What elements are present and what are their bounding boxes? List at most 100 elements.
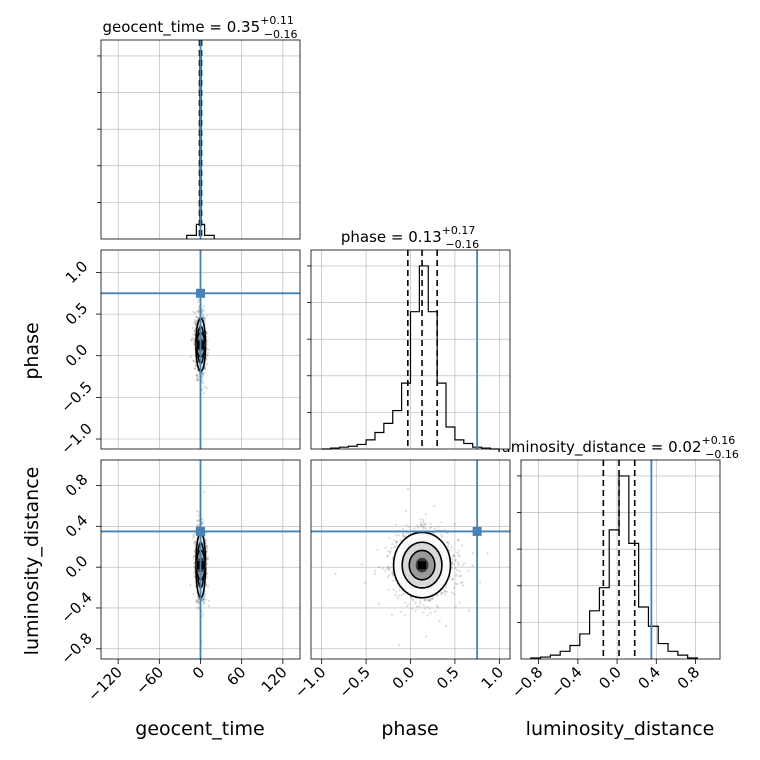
- scatter-luminosity-distance-vs-phase-point: [395, 534, 398, 537]
- scatter-luminosity-distance-vs-phase-point: [402, 533, 405, 536]
- scatter-phase-vs-geocent-time-point: [201, 375, 204, 378]
- scatter-phase-vs-geocent-time-point: [194, 367, 197, 370]
- scatter-luminosity-distance-vs-geocent-time-point: [205, 544, 208, 547]
- scatter-luminosity-distance-vs-phase-point: [416, 525, 419, 528]
- scatter-luminosity-distance-vs-geocent-time-point: [196, 600, 200, 603]
- scatter-phase-vs-geocent-time-point: [193, 367, 197, 370]
- scatter-phase-vs-geocent-time-point: [205, 331, 209, 334]
- scatter-luminosity-distance-vs-phase-point: [405, 524, 408, 527]
- scatter-luminosity-distance-vs-geocent-time-point: [195, 600, 198, 604]
- scatter-luminosity-distance-vs-phase-point: [417, 526, 420, 529]
- scatter-luminosity-distance-vs-phase-point: [451, 591, 454, 594]
- scatter-luminosity-distance-vs-geocent-time-point: [205, 546, 208, 549]
- scatter-phase-vs-geocent-time-point: [201, 374, 205, 377]
- scatter-luminosity-distance-vs-phase-point: [419, 523, 423, 526]
- scatter-phase-vs-geocent-time-point: [194, 363, 197, 367]
- scatter-luminosity-distance-vs-phase-point: [444, 593, 447, 596]
- scatter-luminosity-distance-vs-phase-point: [450, 546, 453, 549]
- scatter-luminosity-distance-vs-geocent-time-point: [204, 537, 207, 540]
- scatter-phase-vs-geocent-time-point: [204, 368, 207, 371]
- scatter-luminosity-distance-vs-phase-point: [428, 607, 431, 610]
- scatter-luminosity-distance-vs-phase-point: [452, 554, 455, 557]
- scatter-luminosity-distance-vs-geocent-time: −0.8−0.4 0.0 0.4 0.8 −120 −60 0 60 120: [57, 459, 301, 705]
- scatter-luminosity-distance-vs-geocent-time-point: [206, 544, 209, 548]
- scatter-luminosity-distance-vs-phase-point: [471, 552, 474, 555]
- scatter-luminosity-distance-vs-geocent-time-point: [192, 592, 195, 596]
- scatter-luminosity-distance-vs-phase-point: [446, 541, 449, 544]
- scatter-luminosity-distance-vs-phase-point: [419, 524, 422, 527]
- scatter-luminosity-distance-vs-phase-point: [426, 614, 429, 617]
- scatter-luminosity-distance-vs-geocent-time-point: [202, 613, 205, 616]
- scatter-luminosity-distance-vs-phase-point: [431, 597, 434, 601]
- scatter-luminosity-distance-vs-phase-point: [427, 598, 430, 601]
- ylabel-luminosity-distance: luminosity_distance: [21, 467, 43, 656]
- scatter-luminosity-distance-vs-phase-point: [444, 590, 447, 593]
- scatter-luminosity-distance-vs-phase-point: [400, 594, 403, 597]
- scatter-phase-vs-geocent-time-point: [202, 391, 205, 395]
- ylabel-phase: phase: [21, 322, 43, 379]
- scatter-luminosity-distance-vs-phase-point: [461, 580, 464, 584]
- hist-luminosity-distance-xtick-label-4: 0.8: [674, 663, 704, 693]
- scatter-luminosity-distance-vs-geocent-time-point: [202, 520, 205, 523]
- scatter-luminosity-distance-vs-phase-point: [458, 555, 461, 558]
- scatter-phase-vs-geocent-time-point: [202, 381, 205, 384]
- scatter-luminosity-distance-vs-geocent-time-point: [202, 596, 205, 600]
- scatter-phase-vs-geocent-time-point: [202, 305, 206, 308]
- scatter-luminosity-distance-vs-phase-point: [387, 566, 390, 569]
- scatter-luminosity-distance-vs-phase-point: [446, 541, 449, 544]
- scatter-phase-vs-geocent-time-point: [201, 316, 205, 319]
- scatter-phase-vs-geocent-time-point: [205, 387, 208, 390]
- scatter-luminosity-distance-vs-phase-point: [450, 562, 454, 565]
- scatter-luminosity-distance-vs-phase-point: [334, 572, 337, 576]
- scatter-luminosity-distance-vs-phase-point: [394, 594, 397, 597]
- scatter-luminosity-distance-vs-phase-point: [486, 552, 489, 555]
- scatter-phase-vs-geocent-time-point: [203, 372, 206, 375]
- scatter-luminosity-distance-vs-phase-point: [387, 565, 390, 568]
- scatter-luminosity-distance-vs-geocent-time-point: [200, 599, 204, 602]
- scatter-luminosity-distance-vs-phase-xtick-label-1: −0.5: [335, 663, 373, 701]
- scatter-luminosity-distance-vs-phase-point: [453, 586, 456, 589]
- scatter-luminosity-distance-vs-geocent-time-point: [194, 532, 197, 535]
- scatter-luminosity-distance-vs-phase-point: [467, 570, 470, 573]
- scatter-luminosity-distance-vs-geocent-time-ytick-label-0: −0.8: [57, 629, 95, 667]
- scatter-luminosity-distance-vs-geocent-time-point: [207, 556, 210, 559]
- scatter-phase-vs-geocent-time-point: [191, 336, 194, 339]
- scatter-luminosity-distance-vs-phase-point: [442, 588, 445, 591]
- scatter-phase-vs-geocent-time-point: [203, 319, 206, 323]
- scatter-phase-vs-geocent-time-ytick-label-0: −1.0: [57, 419, 95, 457]
- scatter-luminosity-distance-vs-phase-point: [402, 592, 405, 595]
- scatter-phase-vs-geocent-time-ytick-label-2: 0.0: [62, 341, 92, 371]
- scatter-luminosity-distance-vs-geocent-time-truth-marker: [196, 526, 205, 536]
- scatter-luminosity-distance-vs-phase-point: [446, 590, 449, 593]
- scatter-luminosity-distance-vs-phase-point: [450, 557, 454, 560]
- scatter-luminosity-distance-vs-phase-point: [458, 601, 461, 604]
- scatter-luminosity-distance-vs-phase-point: [422, 523, 425, 527]
- title-phase: phase = 0.13+0.17 −0.16: [341, 224, 479, 251]
- scatter-luminosity-distance-vs-phase-point: [443, 528, 446, 531]
- scatter-luminosity-distance-vs-geocent-time-point: [203, 598, 206, 601]
- scatter-luminosity-distance-vs-phase-point: [458, 574, 461, 578]
- scatter-luminosity-distance-vs-phase-point: [387, 549, 390, 553]
- scatter-luminosity-distance-vs-phase-point: [373, 572, 376, 575]
- scatter-phase-vs-geocent-time-point: [196, 310, 199, 313]
- scatter-luminosity-distance-vs-phase-point: [432, 596, 435, 599]
- scatter-phase-vs-geocent-time-point: [207, 352, 210, 355]
- scatter-phase-vs-geocent-time-point: [205, 358, 208, 361]
- scatter-phase-vs-geocent-time-point: [192, 359, 195, 362]
- scatter-luminosity-distance-vs-geocent-time-point: [205, 539, 208, 542]
- scatter-phase-vs-geocent-time-point: [202, 309, 206, 312]
- hist-luminosity-distance-bg: [521, 460, 720, 659]
- scatter-phase-vs-geocent-time-point: [201, 387, 204, 390]
- scatter-luminosity-distance-vs-phase-point: [457, 563, 460, 566]
- scatter-phase-vs-geocent-time-point: [194, 322, 197, 325]
- scatter-luminosity-distance-vs-phase-point: [378, 602, 381, 605]
- scatter-luminosity-distance-vs-phase-point: [459, 574, 463, 578]
- scatter-phase-vs-geocent-time-point: [196, 378, 199, 381]
- scatter-phase-vs-geocent-time-point: [193, 330, 196, 333]
- scatter-phase-vs-geocent-time-point: [203, 316, 206, 319]
- scatter-luminosity-distance-vs-phase-point: [467, 609, 471, 612]
- scatter-luminosity-distance-vs-phase-point: [450, 578, 454, 581]
- scatter-luminosity-distance-vs-phase-point: [427, 599, 430, 602]
- scatter-luminosity-distance-vs-phase-point: [424, 635, 427, 638]
- scatter-luminosity-distance-vs-phase-point: [446, 545, 449, 548]
